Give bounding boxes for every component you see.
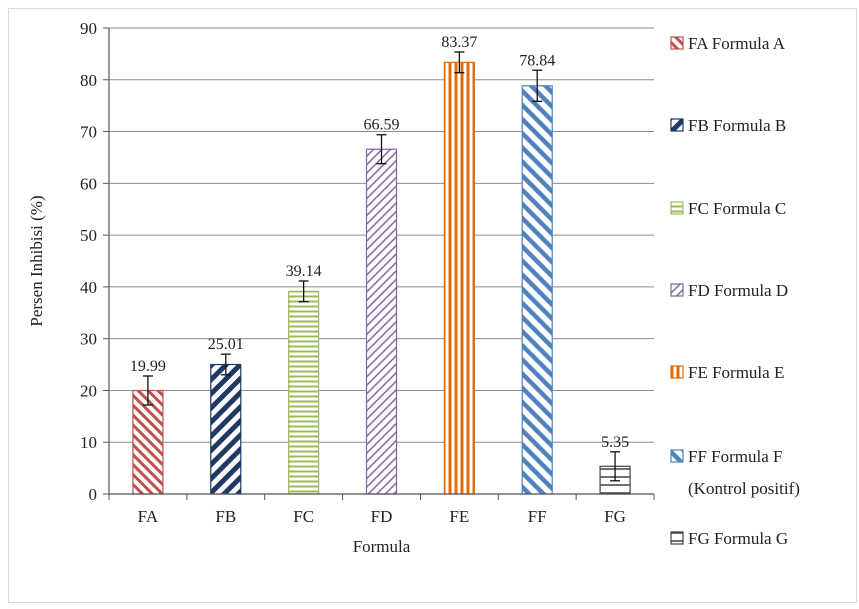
bar-fb xyxy=(210,363,242,495)
data-label: 66.59 xyxy=(364,117,400,134)
chart-frame: 0 10 20 30 40 50 60 70 80 90 19.99 25.01 39.14 66.59… xyxy=(8,8,857,603)
legend-item-fg: FG Formula G xyxy=(670,529,788,548)
bar-ff xyxy=(521,85,553,495)
legend-item-fa: FA Formula A xyxy=(670,34,786,53)
axes xyxy=(108,28,654,495)
bar-fc xyxy=(288,290,320,495)
legend-swatch xyxy=(670,531,684,545)
legend-item-fb: FB Formula B xyxy=(670,116,786,135)
y-tick-label: 10 xyxy=(80,433,97,452)
legend-swatch xyxy=(670,118,684,132)
legend-label: FF Formula F xyxy=(688,447,782,466)
x-tick-label: FA xyxy=(138,507,159,526)
x-tick-label: FG xyxy=(604,507,626,526)
legend-label: FC Formula C xyxy=(688,199,786,218)
legend-label: FA Formula A xyxy=(688,34,786,53)
y-tick-label: 80 xyxy=(80,71,97,90)
y-tick-label: 0 xyxy=(89,485,98,504)
legend-item-fd: FD Formula D xyxy=(670,281,788,300)
x-tick-label: FD xyxy=(371,507,393,526)
x-tick-label: FC xyxy=(293,507,314,526)
y-tick-label: 40 xyxy=(80,278,97,297)
y-axis-title: Persen Inhibisi (%) xyxy=(27,195,46,326)
legend-swatch xyxy=(670,201,684,215)
bar-fe xyxy=(443,61,475,495)
y-tick-label: 20 xyxy=(80,381,97,400)
y-tick-label: 60 xyxy=(80,174,97,193)
data-label: 25.01 xyxy=(208,336,244,353)
legend-item-fe: FE Formula E xyxy=(670,363,784,382)
legend-swatch xyxy=(670,449,684,463)
legend-label: FB Formula B xyxy=(688,116,786,135)
bar-chart: 0 10 20 30 40 50 60 70 80 90 19.99 25.01 39.14 66.59… xyxy=(27,19,800,556)
legend: FA Formula A FB Formula B FC Formula C FD F… xyxy=(670,34,800,548)
legend-swatch xyxy=(670,283,684,297)
legend-item-ff: FF Formula F (Kontrol positif) xyxy=(670,447,800,498)
y-tick-label: 70 xyxy=(80,123,97,142)
x-tick-label: FB xyxy=(215,507,236,526)
legend-swatch xyxy=(670,36,684,50)
bar-fa xyxy=(132,389,164,495)
x-axis-ticks: FA FB FC FD FE FF FG xyxy=(108,494,655,526)
legend-label: FG Formula G xyxy=(688,529,788,548)
data-label: 19.99 xyxy=(130,358,166,375)
y-tick-label: 90 xyxy=(80,19,97,38)
data-label: 83.37 xyxy=(441,34,477,51)
data-label: 78.84 xyxy=(519,52,555,69)
x-axis-title: Formula xyxy=(353,537,411,556)
data-labels: 19.99 25.01 39.14 66.59 83.37 78.84 5.35 xyxy=(130,34,629,451)
error-bars xyxy=(142,51,621,482)
bar-fd xyxy=(365,148,398,495)
legend-swatch xyxy=(670,365,684,379)
legend-item-fc: FC Formula C xyxy=(670,199,786,218)
legend-label: FE Formula E xyxy=(688,363,784,382)
x-tick-label: FE xyxy=(449,507,469,526)
legend-label: FD Formula D xyxy=(688,281,788,300)
data-label: 39.14 xyxy=(286,263,322,280)
legend-note: (Kontrol positif) xyxy=(688,479,800,498)
y-axis-ticks: 0 10 20 30 40 50 60 70 80 90 xyxy=(80,19,109,504)
y-tick-label: 50 xyxy=(80,226,97,245)
data-label: 5.35 xyxy=(601,434,629,451)
y-tick-label: 30 xyxy=(80,330,97,349)
x-tick-label: FF xyxy=(528,507,547,526)
